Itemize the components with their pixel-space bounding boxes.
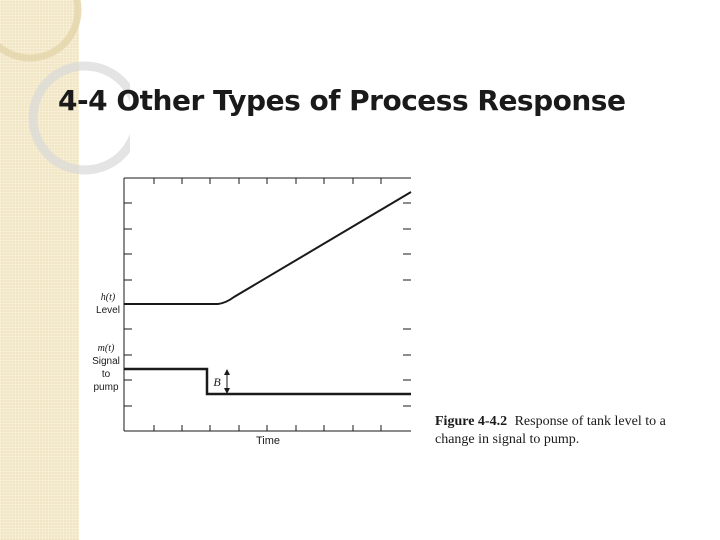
step-magnitude-label: B xyxy=(213,375,221,389)
figure-caption: Figure 4-4.2 Response of tank level to a… xyxy=(435,413,695,449)
decorative-ring-middle xyxy=(28,61,130,175)
decorative-ring-top xyxy=(0,0,82,62)
pump-signal-step xyxy=(124,367,411,396)
signal-label-line3: pump xyxy=(93,382,118,393)
signal-label-line1: Signal xyxy=(92,356,120,367)
figure-number: Figure 4-4.2 xyxy=(435,414,508,429)
slide-title: 4-4 Other Types of Process Response xyxy=(58,84,626,117)
signal-label-line2: to xyxy=(102,369,111,380)
x-axis-label: Time xyxy=(256,435,280,447)
level-name-label: Level xyxy=(96,305,120,316)
signal-symbol-label: m(t) xyxy=(98,343,115,354)
top-ticks xyxy=(153,178,382,184)
figure-caption-text: Response of tank level to a change in si… xyxy=(435,414,666,447)
left-ticks xyxy=(124,202,132,407)
step-magnitude-arrow xyxy=(224,369,230,394)
bottom-ticks xyxy=(153,425,382,431)
decorative-rings xyxy=(0,0,130,175)
right-ticks xyxy=(403,202,411,407)
level-response-curve xyxy=(124,191,412,305)
level-symbol-label: h(t) xyxy=(101,292,116,303)
